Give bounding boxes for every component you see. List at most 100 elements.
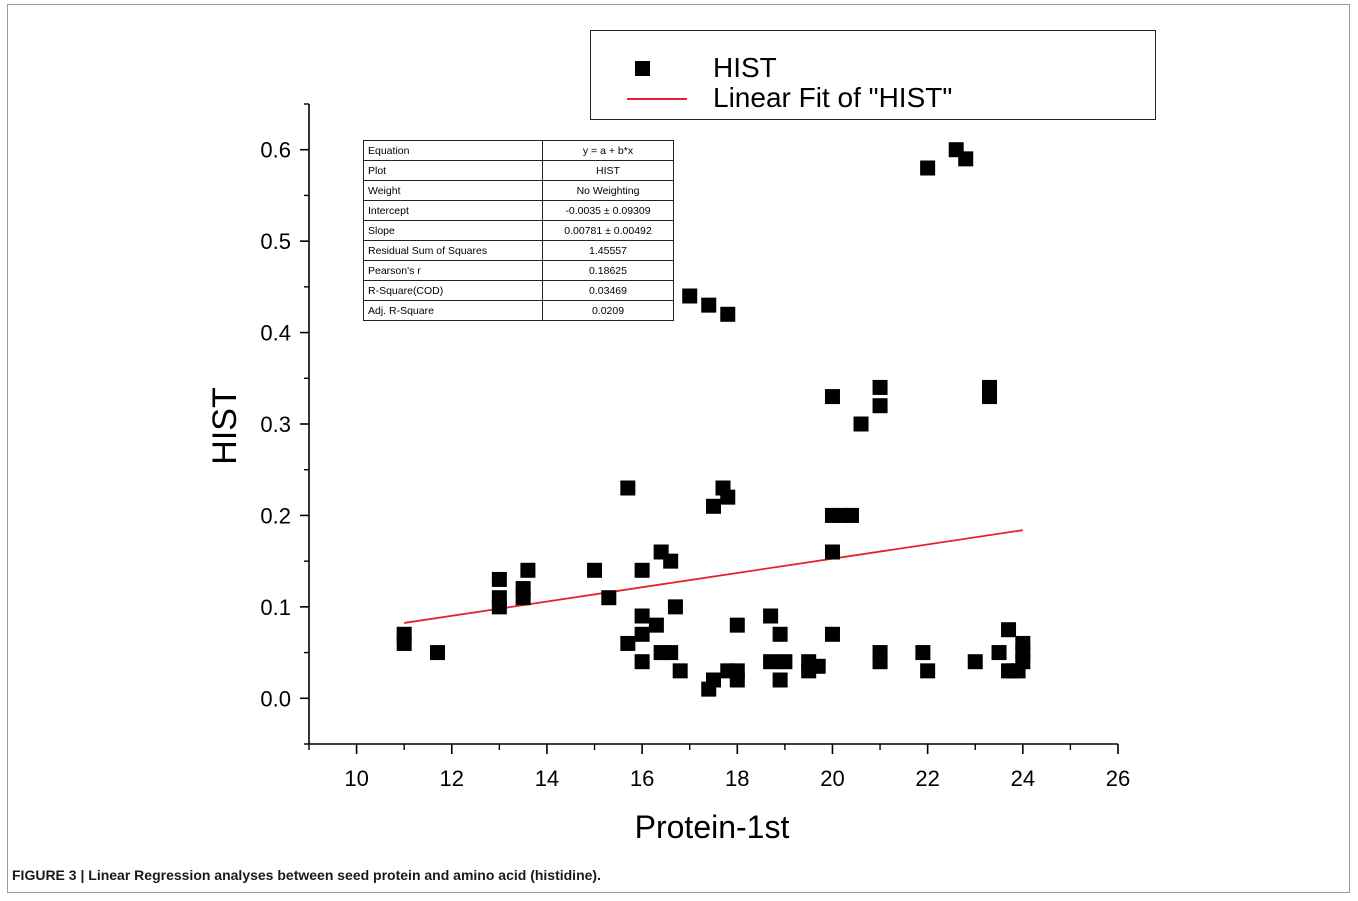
data-point	[920, 663, 936, 679]
stats-value: y = a + b*x	[542, 140, 674, 161]
y-tick-label: 0.5	[260, 229, 291, 254]
x-tick-label: 26	[1106, 766, 1130, 791]
regression-stats-table: Equation y = a + b*x Plot HIST Weight No Weig…	[363, 140, 674, 321]
y-tick-label: 0.1	[260, 595, 291, 620]
stats-row: Plot HIST	[363, 160, 674, 181]
data-point	[991, 645, 1007, 661]
data-point	[772, 626, 788, 642]
caption-label: FIGURE 3 |	[12, 867, 85, 883]
x-tick-label: 24	[1011, 766, 1035, 791]
data-point	[620, 480, 636, 496]
stats-row: Pearson's r 0.18625	[363, 260, 674, 281]
stats-key: Residual Sum of Squares	[363, 240, 543, 261]
data-point	[958, 151, 974, 167]
data-point	[1001, 622, 1017, 638]
data-points	[396, 142, 1031, 697]
data-point	[682, 288, 698, 304]
stats-value: -0.0035 ± 0.09309	[542, 200, 674, 221]
data-point	[429, 645, 445, 661]
x-tick-label: 12	[440, 766, 464, 791]
data-point	[824, 389, 840, 405]
data-point	[920, 160, 936, 176]
stats-key: Weight	[363, 180, 543, 201]
data-point	[810, 658, 826, 674]
data-point	[706, 672, 721, 688]
stats-value: 0.03469	[542, 280, 674, 301]
x-tick-label: 22	[915, 766, 939, 791]
data-point	[620, 635, 636, 651]
figure-caption: FIGURE 3 | Linear Regression analyses be…	[12, 867, 601, 883]
data-point	[872, 654, 888, 670]
stats-row: Residual Sum of Squares 1.45557	[363, 240, 674, 261]
stats-row: Equation y = a + b*x	[363, 140, 674, 161]
data-point	[634, 626, 650, 642]
data-point	[491, 599, 507, 615]
linear-fit-line	[404, 529, 1023, 624]
x-tick-label: 14	[535, 766, 559, 791]
data-point	[672, 663, 688, 679]
data-point	[872, 379, 888, 395]
data-point	[777, 654, 793, 670]
data-point	[720, 489, 736, 505]
stats-value: No Weighting	[542, 180, 674, 201]
data-point	[634, 654, 650, 670]
data-point	[515, 590, 531, 606]
y-tick-label: 0.4	[260, 321, 291, 346]
data-point	[701, 297, 717, 313]
data-point	[634, 562, 650, 578]
stats-row: Weight No Weighting	[363, 180, 674, 201]
y-axis-label: HIST	[206, 387, 244, 464]
data-point	[967, 654, 983, 670]
chart-legend: HIST Linear Fit of "HIST"	[590, 30, 1156, 120]
x-tick-label: 20	[820, 766, 844, 791]
stats-key: Pearson's r	[363, 260, 543, 281]
data-point	[520, 562, 536, 578]
data-point	[648, 617, 664, 633]
stats-value: 0.18625	[542, 260, 674, 281]
data-point	[663, 645, 679, 661]
y-tick-label: 0.3	[260, 412, 291, 437]
data-point	[844, 507, 860, 523]
data-point	[667, 599, 683, 615]
data-point	[396, 635, 412, 651]
data-point	[824, 544, 840, 560]
stats-key: Plot	[363, 160, 543, 181]
stats-key: Slope	[363, 220, 543, 241]
data-point	[587, 562, 603, 578]
data-point	[915, 645, 931, 661]
data-point	[706, 498, 721, 514]
x-tick-label: 18	[725, 766, 749, 791]
axes: 0.0 0.1 0.2 0.3 0.4 0.5 0.6 10 12 14 16 18 20 22 24 26	[260, 103, 1130, 791]
data-point	[1015, 654, 1031, 670]
data-point	[729, 617, 745, 633]
stats-key: Adj. R-Square	[363, 300, 543, 321]
stats-key: R-Square(COD)	[363, 280, 543, 301]
square-marker-icon	[635, 61, 650, 76]
data-point	[634, 608, 650, 624]
data-point	[824, 626, 840, 642]
stats-value: 0.0209	[542, 300, 674, 321]
data-point	[491, 571, 507, 587]
legend-label: Linear Fit of "HIST"	[713, 82, 953, 113]
data-point	[601, 590, 617, 606]
data-point	[982, 389, 998, 405]
legend-label: HIST	[713, 52, 777, 83]
data-point	[772, 672, 788, 688]
data-point	[720, 306, 736, 322]
stats-value: 1.45557	[542, 240, 674, 261]
data-point	[729, 672, 745, 688]
stats-row: Adj. R-Square 0.0209	[363, 300, 674, 321]
data-point	[853, 416, 869, 432]
fit-line-layer	[404, 529, 1023, 624]
figure-frame	[7, 4, 1350, 893]
stats-key: Intercept	[363, 200, 543, 221]
y-tick-label: 0.6	[260, 138, 291, 163]
stats-row: Intercept -0.0035 ± 0.09309	[363, 200, 674, 221]
x-tick-label: 10	[344, 766, 368, 791]
stats-row: R-Square(COD) 0.03469	[363, 280, 674, 301]
x-tick-label: 16	[630, 766, 654, 791]
y-tick-label: 0.2	[260, 503, 291, 528]
stats-value: HIST	[542, 160, 674, 181]
data-point	[763, 608, 779, 624]
